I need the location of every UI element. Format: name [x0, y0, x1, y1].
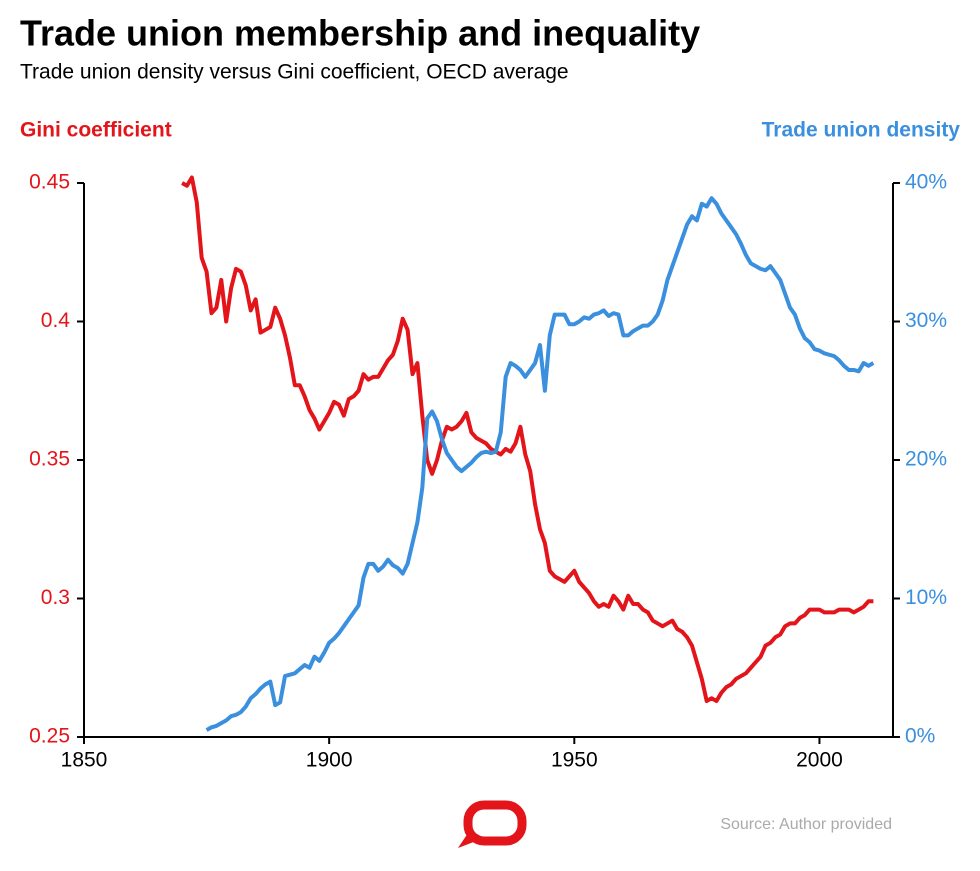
y2-axis-title: Trade union density [762, 119, 961, 142]
y-tick-label: 0.4 [41, 309, 71, 332]
logo [458, 800, 527, 848]
y2-tick-label: 30% [905, 309, 947, 332]
x-tick-label: 1850 [61, 749, 108, 772]
data-line [181, 175, 874, 703]
chart-subtitle: Trade union density versus Gini coeffici… [20, 61, 569, 84]
y-tick-label: 0.45 [29, 171, 70, 194]
y2-tick-label: 40% [905, 171, 947, 194]
y-tick-label: 0.25 [29, 725, 70, 748]
y2-tick-label: 10% [905, 586, 947, 609]
data-line [205, 196, 875, 732]
y-tick-label: 0.3 [41, 586, 70, 609]
source-note: Source: Author provided [720, 816, 892, 833]
y-axis-title: Gini coefficient [20, 119, 172, 142]
chart-title: Trade union membership and inequality [20, 13, 700, 54]
x-tick-label: 1950 [551, 749, 598, 772]
y2-tick-label: 20% [905, 448, 947, 471]
x-tick-label: 1900 [306, 749, 353, 772]
y-tick-label: 0.35 [29, 448, 70, 471]
y2-tick-label: 0% [905, 725, 935, 748]
x-tick-label: 2000 [796, 749, 843, 772]
